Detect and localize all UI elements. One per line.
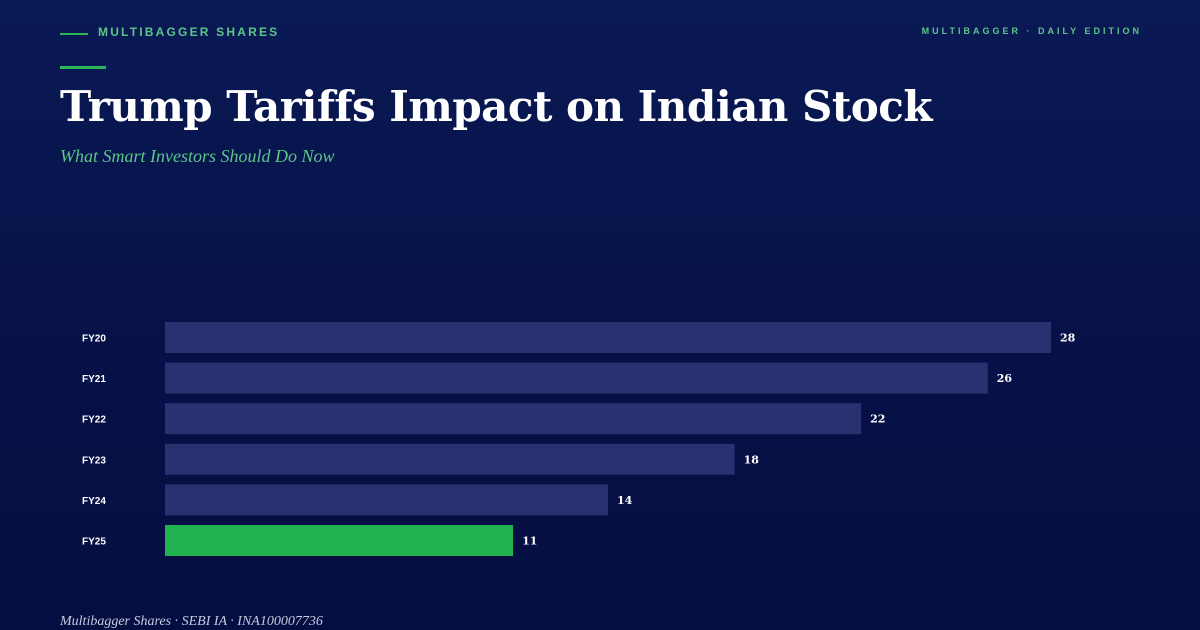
title-accent-bar: [60, 66, 106, 69]
bar-fy20: [165, 322, 1051, 353]
edition-label: MULTIBAGGER · DAILY EDITION: [921, 26, 1142, 36]
value-label: 18: [744, 453, 760, 466]
value-label: 26: [997, 372, 1013, 385]
bar-fy23: [165, 443, 735, 475]
bar-fy22: [165, 403, 862, 435]
page-title: Trump Tariffs Impact on Indian Stock: [60, 82, 932, 131]
brand-rule: [60, 33, 88, 35]
bar-fy25: [165, 525, 514, 556]
category-label: FY23: [82, 455, 106, 466]
value-label: 14: [617, 494, 633, 507]
category-label: FY24: [82, 496, 106, 507]
category-label: FY21: [82, 374, 106, 385]
brand-name: MULTIBAGGER SHARES: [98, 25, 280, 39]
page-subtitle: What Smart Investors Should Do Now: [60, 146, 335, 166]
category-label: FY22: [82, 415, 106, 426]
bar-fy21: [165, 362, 988, 394]
value-label: 11: [522, 535, 537, 548]
category-label: FY20: [82, 334, 106, 345]
value-label: 28: [1060, 332, 1076, 345]
value-label: 22: [870, 413, 885, 426]
category-label: FY25: [82, 537, 106, 548]
footer-credit: Multibagger Shares · SEBI IA · INA100007…: [60, 614, 323, 629]
bar-fy24: [165, 484, 608, 516]
